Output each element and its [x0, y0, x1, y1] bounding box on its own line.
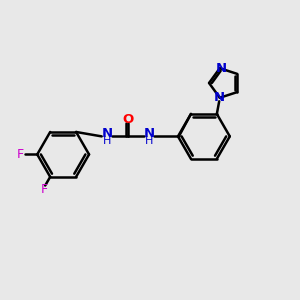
Text: H: H: [145, 136, 154, 146]
Text: N: N: [144, 127, 155, 140]
Text: N: N: [214, 91, 225, 104]
Text: N: N: [216, 62, 227, 75]
Text: H: H: [103, 136, 111, 146]
Text: N: N: [101, 127, 112, 140]
Text: F: F: [17, 148, 24, 161]
Text: O: O: [123, 113, 134, 126]
Text: F: F: [40, 182, 48, 196]
